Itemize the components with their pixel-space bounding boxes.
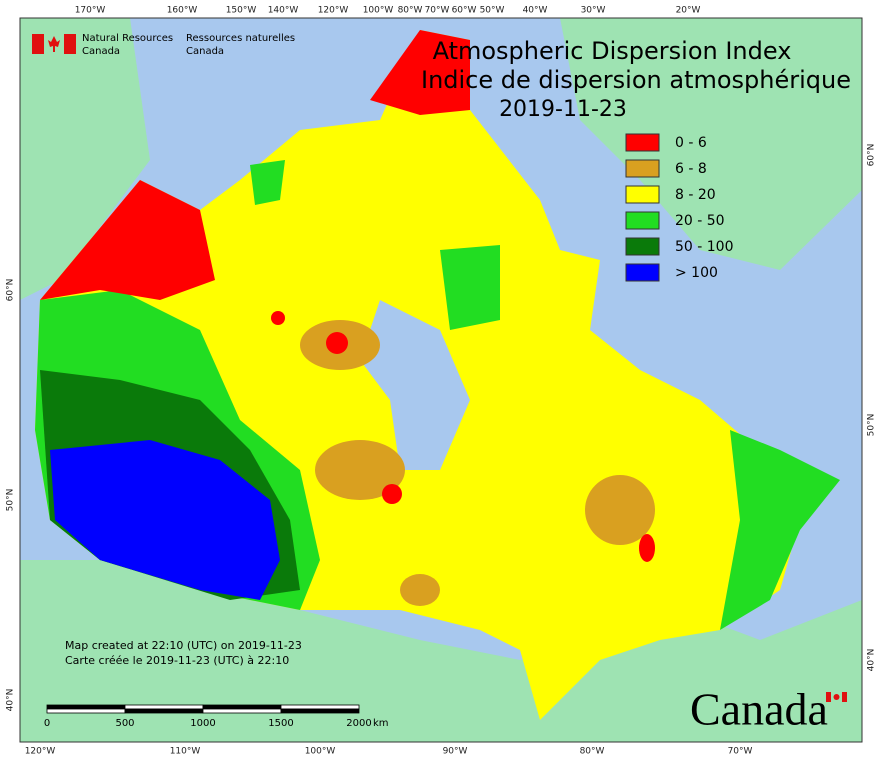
- lon-label: 120°W: [25, 747, 56, 757]
- note: Carte créée le 2019-11-23 (UTC) à 22:10: [65, 654, 289, 667]
- flag-bar: [842, 692, 847, 702]
- lat-label: 50°N: [6, 489, 16, 512]
- lon-label: 140°W: [268, 6, 299, 16]
- zone-baffin-green: [440, 245, 500, 330]
- scale-label: 1500: [268, 718, 293, 729]
- legend-swatch: [625, 211, 660, 230]
- wordmark: Canada: [690, 684, 847, 735]
- title: Atmospheric Dispersion Index: [433, 37, 792, 65]
- spot-0-6: [271, 311, 285, 325]
- spot-0-6: [326, 332, 348, 354]
- scale-segment: [202, 704, 282, 710]
- nrc-signature: Natural Resources Canada Ressources natu…: [32, 33, 295, 57]
- scale-unit: km: [373, 718, 389, 729]
- lon-label: 80°W: [580, 747, 605, 757]
- maple-leaf: [48, 36, 60, 52]
- spot-0-6: [382, 484, 402, 504]
- lon-label: 150°W: [226, 6, 257, 16]
- scale-bar: 0 500 1000 1500 2000 km: [44, 704, 389, 729]
- lon-label: 70°W: [425, 6, 450, 16]
- scale-label: 2000: [346, 718, 371, 729]
- lat-label: 40°N: [6, 689, 16, 712]
- zone-gt-100: [50, 440, 280, 600]
- usa: [20, 560, 862, 742]
- scale-segment: [202, 708, 282, 714]
- wordmark-text: Canada: [690, 684, 828, 735]
- legend-swatch: [625, 159, 660, 178]
- lat-label: 60°N: [6, 279, 16, 302]
- lon-label: 80°W: [398, 6, 423, 16]
- scale-segment: [46, 708, 126, 714]
- lat-label: 40°N: [867, 649, 877, 672]
- alaska: [20, 18, 150, 300]
- title: Indice de dispersion atmosphérique: [421, 66, 851, 94]
- flag-bar: [826, 692, 831, 702]
- lon-label: 90°W: [443, 747, 468, 757]
- greenland: [560, 18, 862, 270]
- org-name: Ressources naturelles: [186, 33, 295, 44]
- zone-6-8-south: [400, 574, 440, 606]
- lon-label: 100°W: [363, 6, 394, 16]
- legend-swatch: [625, 237, 660, 256]
- lon-label: 110°W: [170, 747, 201, 757]
- spot-0-6: [639, 534, 655, 562]
- lat-label: 50°N: [867, 414, 877, 437]
- scale-label: 0: [44, 718, 50, 729]
- lon-label: 40°W: [523, 6, 548, 16]
- lon-label: 100°W: [305, 747, 336, 757]
- lon-label: 30°W: [581, 6, 606, 16]
- scale-segment: [280, 708, 360, 714]
- org-name: Canada: [186, 46, 224, 57]
- maple-leaf: [833, 694, 840, 700]
- zone-6-8: [315, 440, 405, 500]
- lon-label: 50°W: [480, 6, 505, 16]
- legend-label: 50 - 100: [675, 239, 734, 255]
- scale-segment: [124, 708, 204, 714]
- lon-label: 170°W: [75, 6, 106, 16]
- scale-segment: [124, 704, 204, 710]
- scale-label: 1000: [190, 718, 215, 729]
- scale-label: 500: [115, 718, 134, 729]
- legend-label: 20 - 50: [675, 213, 725, 229]
- zone-0-6: [40, 180, 215, 300]
- org-name: Canada: [82, 46, 120, 57]
- lat-label: 60°N: [867, 144, 877, 167]
- legend-label: 6 - 8: [675, 161, 707, 177]
- lon-label: 60°W: [452, 6, 477, 16]
- lon-label: 120°W: [318, 6, 349, 16]
- map-frame: [19, 17, 863, 743]
- scale-segment: [280, 704, 360, 710]
- zone-6-8-east: [585, 475, 655, 545]
- zone-arctic-green: [250, 160, 285, 205]
- flag-bar: [64, 34, 76, 54]
- org-name: Natural Resources: [82, 33, 173, 44]
- legend-swatch: [625, 133, 660, 152]
- map-area: [19, 17, 863, 743]
- legend-label: > 100: [675, 265, 718, 281]
- legend: 0 - 6 6 - 8 8 - 20 20 - 50 50 - 100 > 100: [625, 133, 734, 282]
- legend-label: 8 - 20: [675, 187, 716, 203]
- flag-bar: [32, 34, 44, 54]
- legend-swatch: [625, 263, 660, 282]
- legend-label: 0 - 6: [675, 135, 707, 151]
- graticule-labels: 170°W 160°W 150°W 140°W 120°W 100°W 80°W 70°W 60…: [6, 6, 877, 757]
- lon-label: 160°W: [167, 6, 198, 16]
- zone-east-green: [720, 430, 840, 630]
- scale-segment: [46, 704, 126, 710]
- legend-swatch: [625, 185, 660, 204]
- note: Map created at 22:10 (UTC) on 2019-11-23: [65, 639, 302, 652]
- date: 2019-11-23: [499, 97, 627, 122]
- zone-0-6-north: [370, 30, 470, 115]
- lon-label: 20°W: [676, 6, 701, 16]
- hudson-bay: [360, 300, 470, 470]
- lon-label: 70°W: [728, 747, 753, 757]
